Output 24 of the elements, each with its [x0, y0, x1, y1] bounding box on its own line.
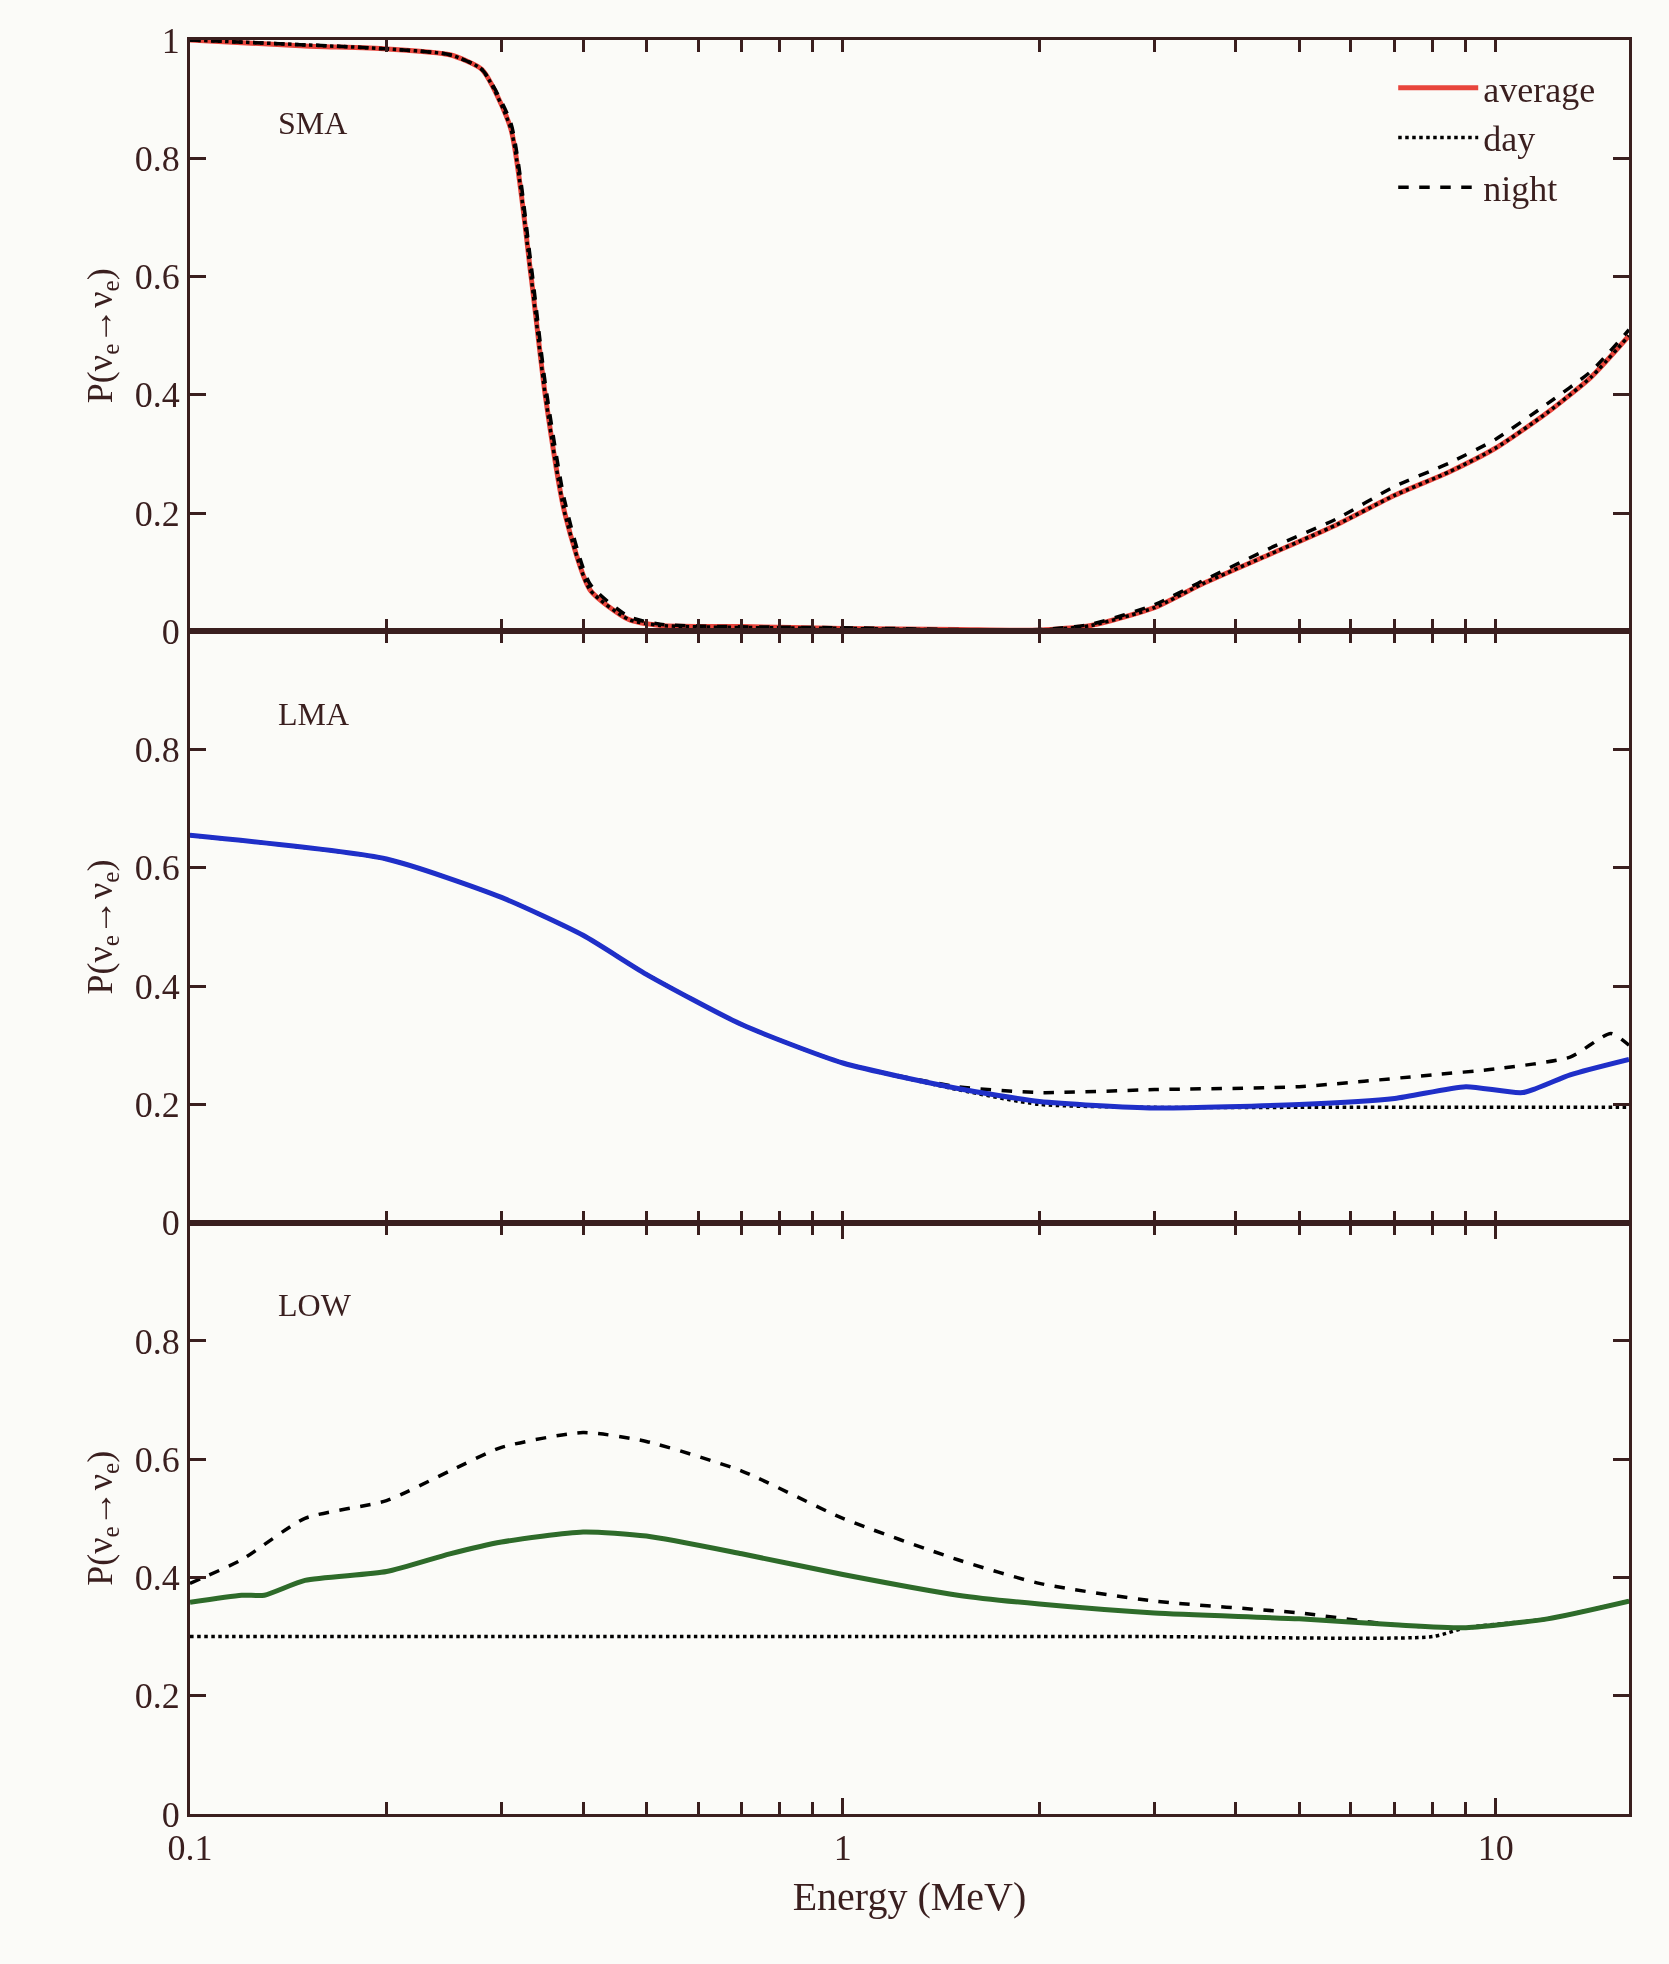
x-axis-title: Energy (MeV) — [792, 1873, 1027, 1919]
legend-label: average — [1483, 69, 1596, 110]
y-tick-label: 0.8 — [134, 730, 180, 771]
legend-label: night — [1483, 169, 1558, 210]
y-tick-label: 0.8 — [134, 138, 180, 179]
y-tick-label: 0.2 — [134, 1676, 180, 1717]
y-tick-label: 0 — [161, 611, 180, 652]
y-tick-label: 0.6 — [134, 848, 180, 889]
legend-label: day — [1483, 119, 1536, 160]
y-tick-label: 0.2 — [134, 1085, 180, 1125]
annotation: LMA — [278, 696, 350, 732]
y-tick-label: 0.8 — [134, 1321, 180, 1362]
y-tick-label: 0.4 — [134, 966, 180, 1007]
x-tick-label: 10 — [1477, 1828, 1514, 1869]
y-tick-label: 0.6 — [134, 1439, 180, 1480]
y-tick-label: 0.2 — [134, 493, 180, 534]
y-tick-label: 1 — [161, 20, 180, 61]
y-tick-label: 0.4 — [134, 375, 180, 416]
annotation: LOW — [278, 1287, 352, 1323]
annotation: SMA — [278, 105, 348, 141]
y-tick-label: 0.6 — [134, 257, 180, 298]
y-tick-label: 0 — [161, 1203, 180, 1244]
x-tick-label: 1 — [833, 1828, 852, 1869]
y-tick-label: 0.4 — [134, 1558, 180, 1599]
